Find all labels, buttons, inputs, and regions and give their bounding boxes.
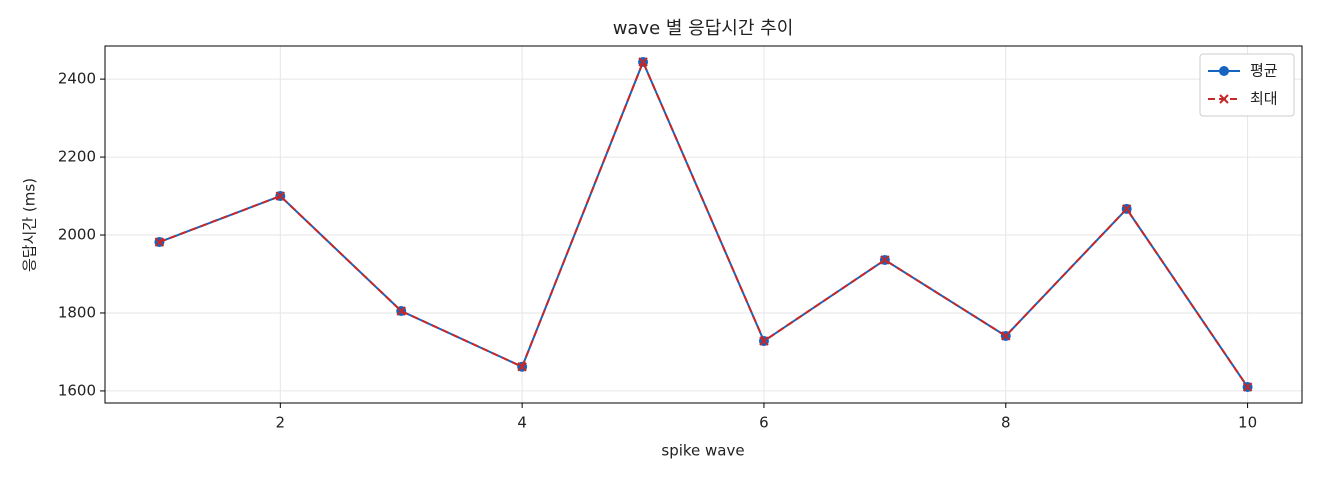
x-tick-label: 6 <box>759 414 769 432</box>
legend-marker <box>1219 66 1229 76</box>
plot-frame <box>104 45 1303 404</box>
marker <box>880 255 890 265</box>
marker <box>1242 382 1253 392</box>
marker <box>1001 331 1011 341</box>
legend-label: 최대 <box>1250 90 1278 108</box>
y-axis-label: 응답시간 (ms) <box>21 178 39 272</box>
x-tick-label: 4 <box>517 414 527 432</box>
marker <box>396 306 406 316</box>
y-tick-label: 1600 <box>58 381 96 399</box>
series-line <box>159 59 1249 388</box>
marker <box>759 336 769 346</box>
legend-box <box>1199 53 1295 117</box>
chart-title: wave 별 응답시간 추이 <box>613 18 794 39</box>
x-tick-label: 10 <box>1238 414 1257 432</box>
y-tick-label: 1800 <box>58 303 96 321</box>
x-tick-label: 8 <box>1001 414 1011 432</box>
series-line <box>159 59 1249 388</box>
marker <box>275 191 286 201</box>
legend-label: 평균 <box>1250 62 1278 80</box>
x-tick-label: 2 <box>276 414 286 432</box>
marker <box>154 237 165 247</box>
y-tick-label: 2000 <box>58 226 96 244</box>
marker <box>638 57 648 67</box>
y-tick-label: 2200 <box>58 148 96 166</box>
marker <box>517 362 527 372</box>
x-axis-label: spike wave <box>661 442 744 460</box>
y-tick-label: 2400 <box>58 70 96 88</box>
marker <box>1121 204 1132 214</box>
legend-marker <box>1219 94 1229 104</box>
